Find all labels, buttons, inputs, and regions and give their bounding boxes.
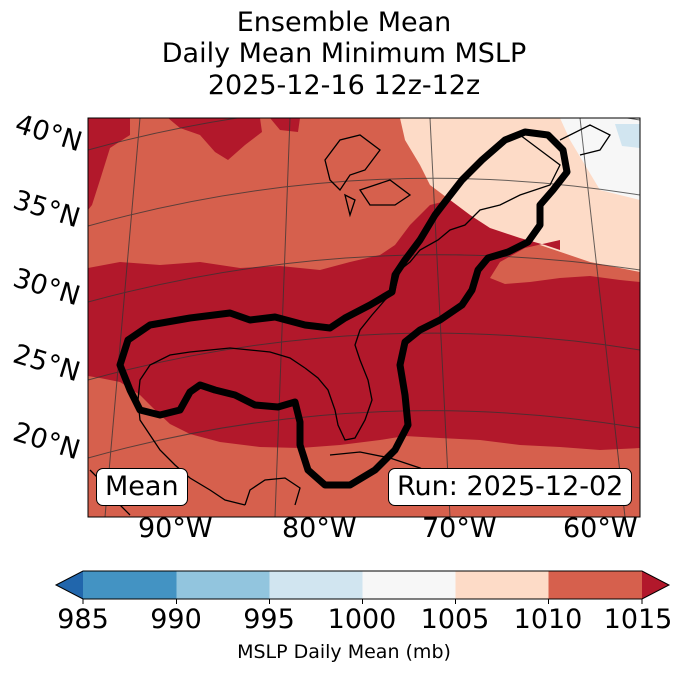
great-lakes <box>324 134 412 218</box>
colorbar-label: MSLP Daily Mean (mb) <box>237 641 451 663</box>
map-frame <box>87 117 641 518</box>
parallel-40n <box>88 118 640 151</box>
colorbar-tick-1015: 1015 <box>603 604 673 635</box>
colorbar-ticks <box>82 599 643 604</box>
colorbar-segment-995-1000 <box>269 571 363 599</box>
colorbar-segment-1005-1010 <box>455 571 549 599</box>
field-995-1000 <box>615 124 640 148</box>
field-above-1015-north <box>88 118 130 210</box>
field-above-1015-north-2 <box>168 118 262 160</box>
meridian-90w <box>104 118 141 517</box>
colorbar-tick-1010: 1010 <box>513 604 583 635</box>
mean-label-box: Mean <box>96 468 188 506</box>
colorbar-segment-985-990 <box>83 571 177 599</box>
lon-label-90w: 90°W <box>138 513 213 544</box>
nova-scotia <box>559 124 611 156</box>
colorbar-tick-1005: 1005 <box>420 604 490 635</box>
colorbar-segment-1000-1005 <box>362 571 456 599</box>
lon-label-60w: 60°W <box>563 513 638 544</box>
colorbar-tick-995: 995 <box>243 604 295 635</box>
title-line-3: 2025-12-16 12z-12z <box>207 70 481 101</box>
colorbar-segment-1010-1015 <box>548 571 642 599</box>
colorbar-segment-990-995 <box>176 571 270 599</box>
meridian-60w <box>579 118 626 517</box>
parallel-25n <box>88 332 640 381</box>
parallel-35n <box>88 177 640 227</box>
parallel-30n <box>88 254 640 303</box>
lon-label-80w: 80°W <box>282 513 357 544</box>
title-line-2: Daily Mean Minimum MSLP <box>161 38 527 69</box>
title-line-1: Ensemble Mean <box>236 7 452 38</box>
graticule <box>88 118 640 517</box>
field-above-1015-north-3 <box>270 118 300 132</box>
colorbar-tick-1000: 1000 <box>327 604 397 635</box>
colorbar-tick-985: 985 <box>57 604 109 635</box>
run-date-box: Run: 2025-12-02 <box>388 468 633 506</box>
parallel-20n <box>88 410 640 459</box>
yucatan <box>244 477 301 506</box>
gulf-coast <box>137 347 306 506</box>
colorbar-tick-990: 990 <box>150 604 202 635</box>
contour-line <box>116 128 571 489</box>
colorbar-extend-high <box>642 571 669 599</box>
lon-label-70w: 70°W <box>422 513 497 544</box>
colorbar-extend-low <box>56 571 83 599</box>
